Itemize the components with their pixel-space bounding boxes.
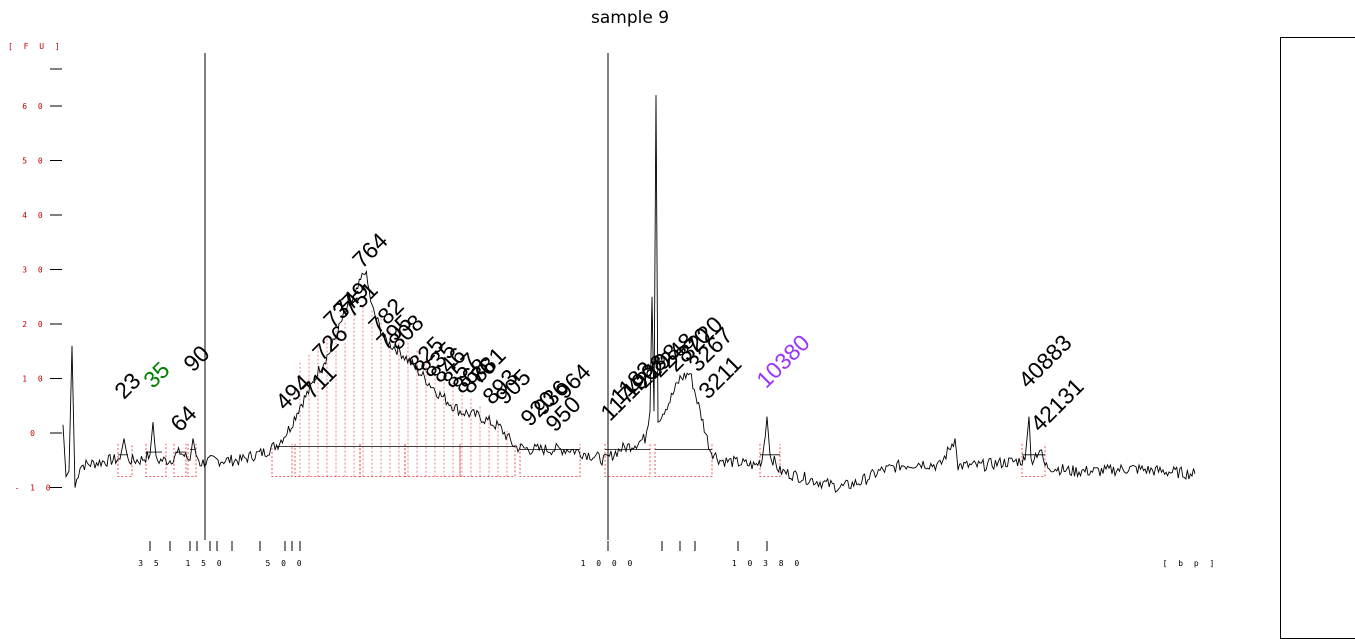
y-axis: [ F U ] - 1 0 0 1 0 2 0 3 0 4 0 5 0 6 0 bbox=[8, 42, 63, 493]
y-tick-label: 2 0 bbox=[22, 320, 45, 329]
x-tick-label: 3 5 bbox=[138, 559, 161, 568]
chart-title: sample 9 bbox=[590, 8, 670, 28]
peak-area-bracket bbox=[759, 443, 781, 478]
peak-area-bracket bbox=[1021, 443, 1046, 478]
peak-baselines bbox=[118, 446, 1045, 456]
peak-area-bracket bbox=[359, 443, 406, 478]
peak-area-bracket bbox=[519, 443, 581, 478]
peak-area-bracket bbox=[187, 443, 197, 478]
peak-area-bracket bbox=[294, 443, 361, 478]
x-tick-label: 5 0 0 bbox=[265, 559, 304, 568]
y-tick-label: - 1 0 bbox=[14, 484, 53, 493]
peak-area-bracket bbox=[459, 443, 516, 478]
peak-area-bracket bbox=[173, 443, 187, 478]
x-axis: 3 5 1 5 0 5 0 0 1 0 0 0 1 0 3 8 0 [ b p ] bbox=[138, 541, 1218, 568]
peak-area-bracket bbox=[271, 443, 293, 478]
peak-label: 64 bbox=[165, 400, 202, 437]
peak-label: 90 bbox=[178, 340, 214, 376]
x-tick-label: 1 5 0 bbox=[185, 559, 224, 568]
y-tick-label: 3 0 bbox=[22, 266, 45, 275]
x-tick-label: 1 0 0 0 bbox=[581, 559, 636, 568]
peak-area-bracket bbox=[604, 443, 651, 478]
x-tick-label: 1 0 3 8 0 bbox=[732, 559, 802, 568]
peak-label: 764 bbox=[347, 227, 393, 273]
peak-area-bracket bbox=[117, 443, 133, 478]
peak-area-bracket bbox=[404, 443, 461, 478]
peak-area-bracket bbox=[654, 443, 713, 478]
y-tick-label: 0 bbox=[30, 429, 38, 438]
y-tick-label: 6 0 bbox=[22, 102, 45, 111]
y-tick-label: 1 0 bbox=[22, 375, 45, 384]
x-tick-label: [ b p ] bbox=[1163, 559, 1218, 568]
y-tick-label: 4 0 bbox=[22, 211, 45, 220]
peak-label: 10380 bbox=[751, 329, 815, 393]
electropherogram-chart: [ F U ] - 1 0 0 1 0 2 0 3 0 4 0 5 0 6 0 3 5 1 5 0… bbox=[8, 42, 1218, 568]
y-axis-label: [ F U ] bbox=[8, 42, 63, 51]
marker-lines bbox=[204, 53, 609, 540]
signal-trace bbox=[62, 95, 1196, 493]
legend-panel bbox=[1280, 37, 1355, 639]
y-tick-label: 5 0 bbox=[22, 157, 45, 166]
